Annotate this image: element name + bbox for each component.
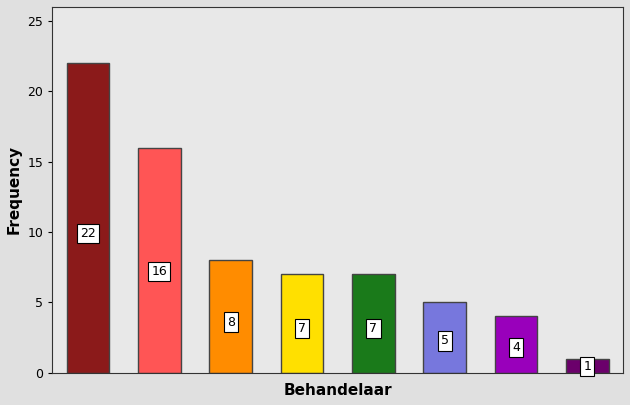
Text: 22: 22 — [80, 227, 96, 240]
Text: 1: 1 — [583, 360, 592, 373]
Text: 8: 8 — [227, 315, 235, 328]
Bar — [495, 316, 537, 373]
Y-axis label: Frequency: Frequency — [7, 145, 22, 234]
Text: 16: 16 — [152, 265, 168, 278]
Bar — [352, 274, 395, 373]
Bar — [67, 63, 110, 373]
Bar — [138, 147, 181, 373]
Text: 7: 7 — [369, 322, 377, 335]
X-axis label: Behandelaar: Behandelaar — [284, 383, 392, 398]
Bar — [566, 358, 609, 373]
Bar — [209, 260, 252, 373]
Bar — [423, 302, 466, 373]
Text: 5: 5 — [441, 335, 449, 347]
Bar — [280, 274, 323, 373]
Text: 7: 7 — [298, 322, 306, 335]
Text: 4: 4 — [512, 341, 520, 354]
